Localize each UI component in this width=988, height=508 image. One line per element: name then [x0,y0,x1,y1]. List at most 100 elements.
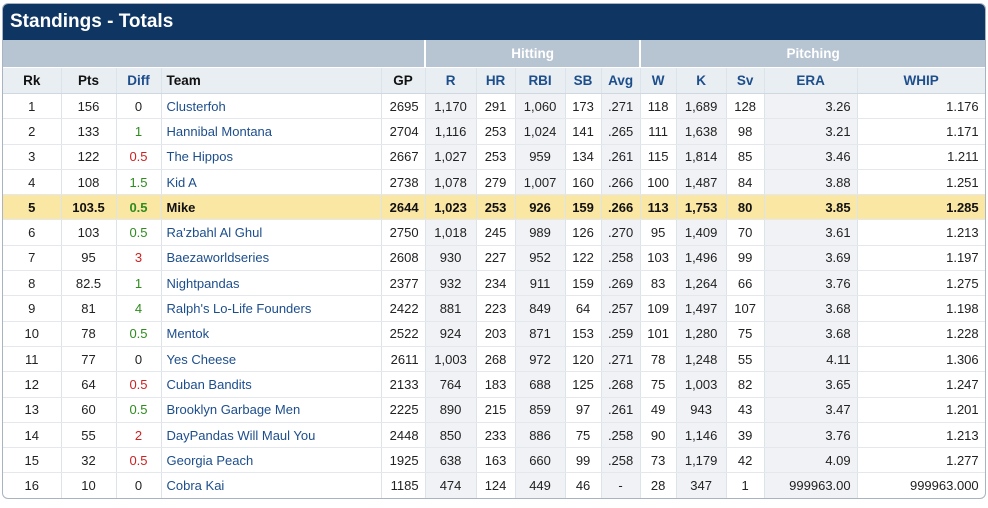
cell-team[interactable]: Brooklyn Garbage Men [161,397,382,423]
cell-r: 1,018 [425,219,477,246]
column-header-diff[interactable]: Diff [116,67,162,94]
column-header-rk: Rk [3,67,62,94]
cell-team[interactable]: Kid A [161,169,382,196]
cell-gp: 2750 [381,219,426,246]
page-title: Standings - Totals [3,4,985,40]
cell-avg: .259 [601,321,641,347]
cell-whip: 1.213 [857,422,985,449]
cell-w: 73 [640,447,677,474]
cell-k: 1,179 [676,447,727,474]
column-header-hr[interactable]: HR [476,67,516,94]
cell-team[interactable]: Nightpandas [161,270,382,297]
column-header-rbi[interactable]: RBI [515,67,566,94]
cell-pts: 78 [61,321,117,347]
cell-pts: 95 [61,245,117,272]
cell-pts: 60 [61,397,117,423]
cell-rbi: 449 [515,472,566,498]
cell-team[interactable]: DayPandas Will Maul You [161,422,382,449]
table-row: 13 60 0.5 Brooklyn Garbage Men 2225 890 215 859… [3,397,985,423]
cell-w: 75 [640,371,677,398]
cell-team[interactable]: Cobra Kai [161,472,382,498]
cell-team[interactable]: Clusterfoh [161,93,382,120]
cell-team[interactable]: Baezaworldseries [161,245,382,272]
cell-team[interactable]: Yes Cheese [161,346,382,373]
cell-team[interactable]: Ra'zbahl Al Ghul [161,219,382,246]
cell-hr: 253 [476,194,516,221]
cell-whip: 1.176 [857,93,985,120]
column-header-w[interactable]: W [640,67,677,94]
cell-pts: 64 [61,371,117,398]
cell-sv: 1 [726,472,765,498]
standings-panel: Standings - Totals Hitting Pitching Rk Pt… [2,3,986,499]
table-row: 14 55 2 DayPandas Will Maul You 2448 850 233 88… [3,422,985,449]
cell-k: 1,753 [676,194,727,221]
cell-rbi: 926 [515,194,566,221]
cell-whip: 1.197 [857,245,985,272]
cell-sb: 126 [565,219,602,246]
cell-k: 1,409 [676,219,727,246]
cell-era: 3.46 [764,144,858,170]
cell-pts: 103.5 [61,194,117,221]
cell-pts: 55 [61,422,117,449]
cell-pts: 133 [61,118,117,145]
cell-rk: 11 [3,346,62,373]
cell-avg: .271 [601,346,641,373]
cell-gp: 1185 [381,472,426,498]
cell-hr: 124 [476,472,516,498]
column-header-avg[interactable]: Avg [601,67,641,94]
cell-sb: 75 [565,422,602,449]
cell-k: 1,496 [676,245,727,272]
cell-avg: .261 [601,397,641,423]
cell-team[interactable]: Hannibal Montana [161,118,382,145]
cell-k: 1,814 [676,144,727,170]
cell-team[interactable]: The Hippos [161,144,382,170]
cell-era: 3.65 [764,371,858,398]
column-header-k[interactable]: K [676,67,727,94]
cell-sb: 134 [565,144,602,170]
column-header-sb[interactable]: SB [565,67,602,94]
cell-pts: 122 [61,144,117,170]
cell-sb: 153 [565,321,602,347]
cell-hr: 223 [476,295,516,322]
cell-hr: 203 [476,321,516,347]
cell-whip: 1.198 [857,295,985,322]
column-header-sv[interactable]: Sv [726,67,765,94]
cell-k: 943 [676,397,727,423]
cell-team[interactable]: Mike [161,194,382,221]
cell-w: 109 [640,295,677,322]
cell-r: 881 [425,295,477,322]
column-header-pts[interactable]: Pts [61,67,117,94]
cell-r: 1,023 [425,194,477,221]
cell-gp: 2644 [381,194,426,221]
cell-r: 1,078 [425,169,477,196]
cell-avg: .270 [601,219,641,246]
column-header-r[interactable]: R [425,67,477,94]
cell-w: 111 [640,118,677,145]
cell-sb: 122 [565,245,602,272]
cell-k: 1,280 [676,321,727,347]
cell-gp: 2695 [381,93,426,120]
cell-era: 4.09 [764,447,858,474]
cell-team[interactable]: Ralph's Lo-Life Founders [161,295,382,322]
cell-r: 932 [425,270,477,297]
cell-w: 113 [640,194,677,221]
column-header-gp[interactable]: GP [381,67,426,94]
cell-sb: 125 [565,371,602,398]
cell-gp: 2422 [381,295,426,322]
cell-pts: 82.5 [61,270,117,297]
column-header-era[interactable]: ERA [764,67,858,94]
cell-rk: 1 [3,93,62,120]
cell-rk: 16 [3,472,62,498]
cell-hr: 253 [476,118,516,145]
cell-w: 83 [640,270,677,297]
cell-team[interactable]: Mentok [161,321,382,347]
cell-rk: 6 [3,219,62,246]
cell-w: 90 [640,422,677,449]
cell-avg: .258 [601,245,641,272]
cell-team[interactable]: Cuban Bandits [161,371,382,398]
cell-era: 3.47 [764,397,858,423]
cell-team[interactable]: Georgia Peach [161,447,382,474]
cell-gp: 2377 [381,270,426,297]
cell-avg: .261 [601,144,641,170]
column-header-whip[interactable]: WHIP [857,67,985,94]
